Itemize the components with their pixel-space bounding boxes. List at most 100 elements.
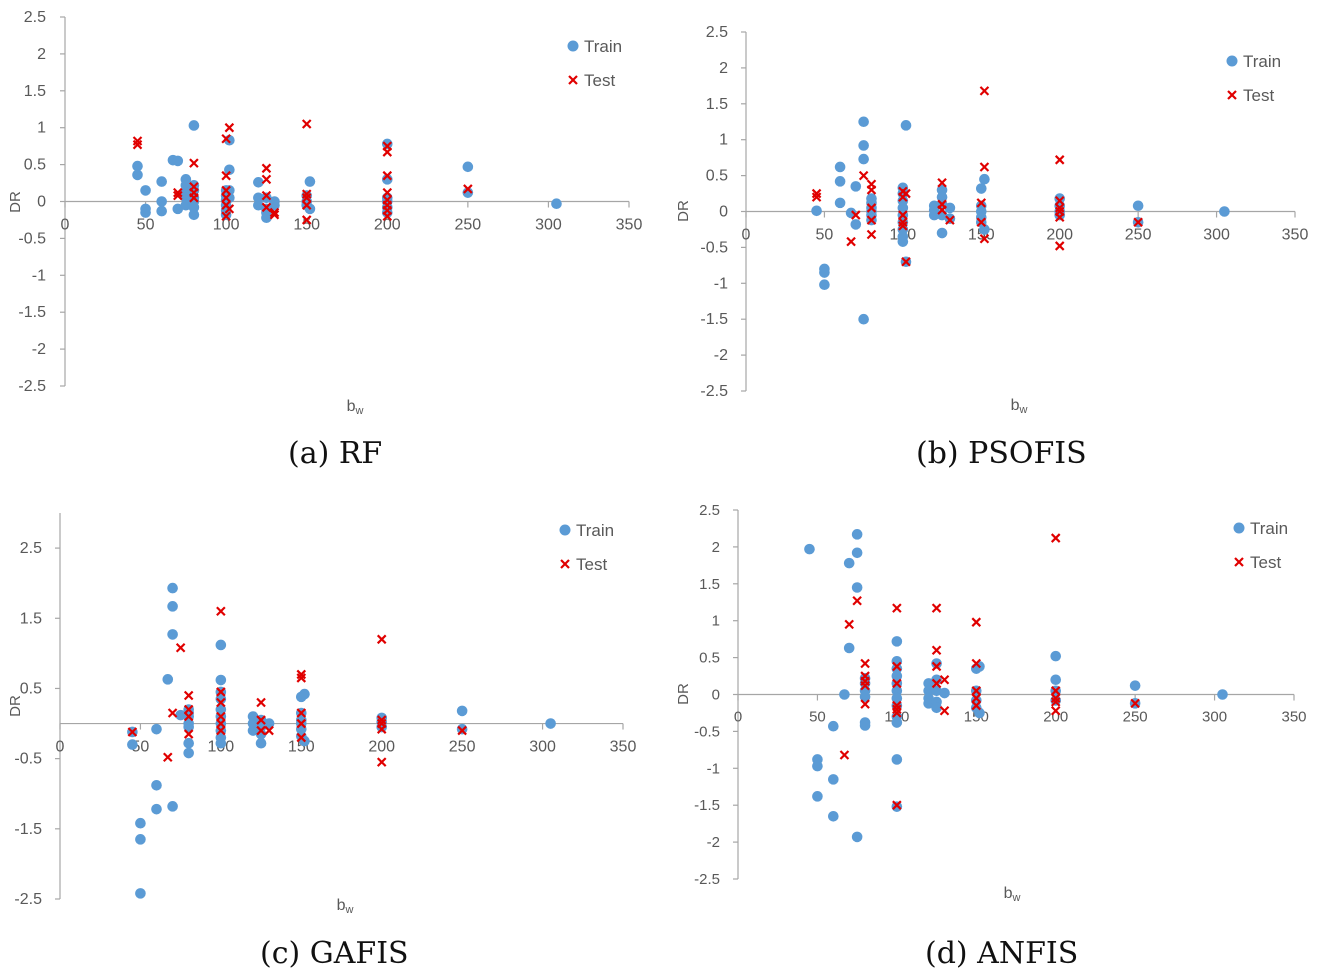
test-point: [1133, 217, 1143, 228]
train-point: [828, 720, 839, 732]
test-point: [860, 680, 870, 691]
train-point: [167, 601, 178, 612]
train-point: [172, 155, 184, 167]
train-point: [850, 219, 862, 230]
test-point: [1130, 698, 1140, 709]
legend-test-marker: [1227, 90, 1237, 100]
train-point: [180, 192, 192, 204]
x-tick-label: 300: [529, 739, 556, 756]
train-point: [858, 313, 869, 325]
x-tick-label: 300: [1203, 227, 1230, 244]
train-point: [183, 747, 194, 759]
test-point: [256, 697, 266, 708]
test-point: [892, 661, 902, 672]
test-point: [851, 210, 861, 220]
y-tick-label: 1: [37, 120, 46, 137]
train-point: [891, 692, 903, 704]
train-point: [263, 718, 275, 729]
train-point: [167, 629, 178, 640]
series-test: [132, 119, 473, 225]
x-tick-label: 300: [1202, 709, 1227, 726]
y-tick-label: 0: [719, 204, 728, 221]
train-point: [1217, 689, 1228, 700]
y-tick-label: -1.5: [694, 797, 720, 814]
train-point: [931, 658, 942, 669]
train-point: [381, 174, 393, 185]
legend: Train Test: [1226, 52, 1281, 105]
y-tick-label: 0: [37, 194, 46, 211]
test-point: [1054, 155, 1065, 165]
train-point: [156, 176, 167, 187]
y-tick-label: 2: [719, 60, 728, 77]
train-point: [162, 674, 174, 685]
test-point: [376, 757, 387, 767]
x-axis-title: bw: [1004, 885, 1021, 904]
train-point: [188, 209, 200, 221]
test-point: [898, 221, 908, 231]
train-point: [850, 181, 862, 192]
test-point: [931, 603, 942, 613]
train-point: [456, 705, 468, 717]
legend-test-marker: [1234, 557, 1244, 567]
train-point: [140, 185, 151, 196]
test-point: [898, 210, 908, 220]
test-point: [296, 669, 307, 680]
x-tick-label: 50: [137, 217, 155, 234]
train-point: [979, 224, 990, 235]
legend-train-marker: [567, 40, 579, 52]
legend-train-marker: [1233, 522, 1245, 534]
train-point: [135, 834, 146, 845]
test-point: [937, 205, 947, 215]
test-point: [971, 693, 982, 703]
test-point: [261, 190, 272, 201]
train-point: [551, 198, 562, 210]
y-tick-label: 1: [719, 132, 728, 149]
test-point: [979, 162, 990, 172]
series-test: [839, 533, 1140, 810]
train-point: [183, 721, 194, 733]
train-point: [891, 670, 903, 682]
train-point: [859, 678, 871, 689]
y-tick-label: 0.5: [20, 680, 42, 697]
test-point: [221, 211, 231, 222]
x-tick-label: 350: [1281, 709, 1306, 726]
legend: Train Test: [1233, 519, 1288, 572]
train-point: [843, 642, 855, 654]
train-point: [224, 164, 235, 176]
train-point: [819, 267, 830, 278]
train-point: [132, 169, 143, 181]
train-point: [891, 663, 903, 674]
train-point: [135, 888, 146, 899]
legend-test-label: Test: [576, 555, 607, 574]
caption-rf: (a) RF: [288, 436, 383, 471]
test-point: [382, 147, 393, 157]
y-tick-label: 2.5: [699, 502, 720, 519]
caption-anfis: (d) ANFIS: [925, 936, 1079, 971]
legend-train-label: Train: [1250, 519, 1288, 538]
test-point: [301, 119, 312, 129]
train-point: [167, 582, 178, 594]
test-point: [860, 658, 870, 669]
x-tick-label: 300: [535, 217, 562, 234]
train-point: [255, 728, 267, 740]
test-point: [892, 678, 902, 689]
train-point: [923, 685, 934, 697]
test-point: [898, 217, 908, 228]
y-tick-label: 1.5: [24, 83, 46, 100]
test-point: [216, 697, 226, 708]
y-tick-label: -2: [714, 347, 728, 364]
test-point: [382, 187, 393, 198]
train-point: [381, 138, 393, 150]
test-point: [264, 725, 274, 736]
train-point: [979, 173, 990, 185]
legend: Train Test: [567, 37, 622, 90]
test-point: [979, 86, 990, 96]
test-point: [224, 204, 235, 214]
test-point: [132, 136, 143, 146]
train-point: [151, 803, 162, 815]
train-point: [545, 718, 556, 729]
legend-train-label: Train: [1243, 52, 1281, 71]
train-point: [156, 196, 167, 207]
x-tick-label: 250: [1125, 227, 1152, 244]
test-point: [216, 718, 226, 729]
